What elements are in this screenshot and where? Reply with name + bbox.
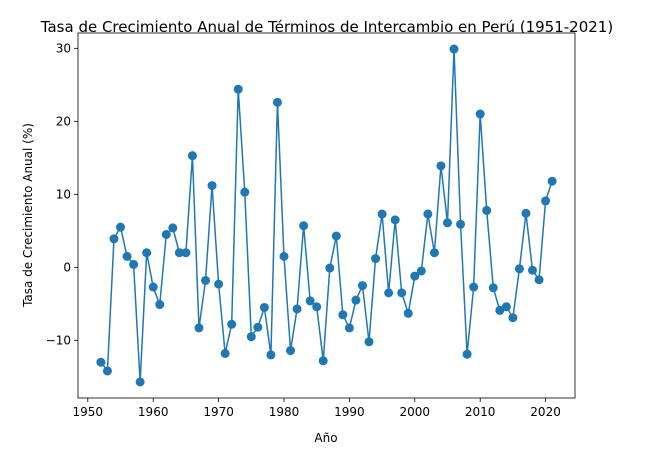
data-point — [397, 288, 407, 298]
data-point — [364, 337, 374, 347]
data-point — [436, 161, 446, 171]
data-point — [214, 279, 224, 289]
plot-area — [77, 32, 576, 399]
y-axis-label: Tasa de Crecimiento Anual (%) — [21, 123, 35, 308]
data-point — [168, 223, 178, 233]
x-tick-label: 1950 — [73, 405, 104, 419]
data-point — [318, 356, 328, 366]
data-point — [541, 196, 551, 206]
x-axis-label: Año — [314, 431, 337, 445]
x-tick-label: 2010 — [465, 405, 496, 419]
data-point — [325, 263, 335, 273]
data-point — [377, 209, 387, 219]
chart-title: Tasa de Crecimiento Anual de Términos de… — [40, 18, 613, 36]
data-points — [96, 44, 557, 387]
data-point — [246, 332, 256, 342]
data-point — [116, 222, 126, 232]
data-point — [305, 296, 315, 306]
data-point — [456, 219, 466, 229]
data-point — [194, 323, 204, 333]
x-axis: 1950 1960 1970 1980 1990 2000 2010 2020 — [73, 398, 561, 419]
x-tick-label: 1990 — [334, 405, 365, 419]
data-point — [142, 248, 152, 258]
data-point — [135, 377, 145, 387]
data-point — [338, 310, 348, 320]
data-point — [495, 305, 505, 315]
data-point — [423, 209, 433, 219]
data-point — [371, 254, 381, 264]
y-tick-label: 10 — [56, 187, 71, 201]
data-point — [488, 283, 498, 293]
data-point — [416, 266, 426, 276]
data-point — [240, 187, 250, 197]
data-point — [155, 300, 165, 310]
data-point — [475, 109, 485, 119]
data-point — [161, 229, 171, 239]
x-tick-label: 1970 — [203, 405, 234, 419]
data-point — [207, 181, 217, 191]
data-point — [442, 218, 452, 228]
data-point — [220, 348, 230, 358]
series-line — [100, 49, 553, 382]
data-point — [527, 265, 537, 275]
data-point — [279, 251, 289, 261]
data-point — [187, 151, 197, 161]
data-point — [129, 259, 139, 269]
y-tick-label: −10 — [46, 333, 71, 347]
y-tick-label: 0 — [63, 260, 71, 274]
data-point — [181, 248, 191, 258]
x-tick-label: 2020 — [530, 405, 561, 419]
x-tick-label: 1980 — [269, 405, 300, 419]
data-point — [122, 251, 132, 261]
data-point — [201, 275, 211, 285]
data-point — [514, 264, 524, 274]
data-point — [233, 84, 243, 94]
data-point — [521, 208, 531, 218]
data-point — [357, 281, 367, 291]
data-point — [462, 349, 472, 359]
data-point — [148, 282, 158, 292]
data-point — [547, 176, 557, 186]
data-point — [351, 295, 361, 305]
data-point — [410, 271, 420, 281]
data-point — [227, 319, 237, 329]
data-point — [292, 304, 302, 314]
x-tick-label: 1960 — [138, 405, 169, 419]
data-point — [344, 323, 354, 333]
data-point — [331, 231, 341, 241]
data-point — [384, 288, 394, 298]
data-point — [449, 44, 459, 54]
data-point — [259, 302, 269, 312]
data-point — [174, 248, 184, 258]
data-point — [482, 205, 492, 215]
y-axis: −10 0 10 20 30 — [46, 41, 78, 347]
data-point — [469, 282, 479, 292]
data-point — [299, 221, 309, 231]
x-tick-label: 2000 — [400, 405, 431, 419]
data-point — [96, 357, 106, 367]
data-point — [501, 302, 511, 312]
data-point — [253, 322, 263, 332]
data-point — [266, 350, 276, 360]
data-point — [390, 215, 400, 225]
y-tick-label: 20 — [56, 114, 71, 128]
data-point — [403, 308, 413, 318]
data-point — [508, 313, 518, 323]
y-tick-label: 30 — [56, 41, 71, 55]
data-point — [534, 275, 544, 285]
data-point — [272, 97, 282, 107]
data-point — [102, 366, 112, 376]
data-point — [429, 248, 439, 258]
data-point — [312, 302, 322, 312]
data-point — [286, 346, 296, 356]
data-point — [109, 234, 119, 244]
